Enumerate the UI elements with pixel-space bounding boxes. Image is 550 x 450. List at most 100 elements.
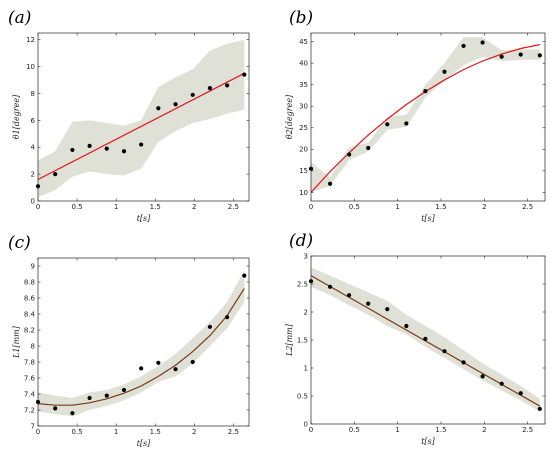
data-point bbox=[518, 391, 523, 396]
data-point bbox=[139, 366, 144, 371]
x-axis-label: t[s] bbox=[421, 214, 435, 223]
data-point bbox=[173, 102, 178, 107]
data-point bbox=[225, 315, 230, 320]
data-point bbox=[327, 284, 333, 289]
data-point bbox=[537, 406, 542, 411]
y-axis-label: L2[mm] bbox=[285, 323, 294, 357]
data-point bbox=[499, 381, 504, 386]
data-point bbox=[139, 142, 144, 147]
y-tick-label: 2.5 bbox=[297, 280, 308, 288]
y-tick-label: 10 bbox=[299, 189, 308, 197]
data-point bbox=[327, 181, 333, 186]
data-point bbox=[53, 172, 58, 177]
data-point bbox=[242, 72, 247, 77]
data-point bbox=[173, 367, 178, 372]
y-tick-label: 0.5 bbox=[297, 392, 308, 400]
y-tick-label: 8.4 bbox=[24, 310, 36, 318]
data-point bbox=[104, 146, 109, 151]
data-point bbox=[207, 324, 213, 329]
data-point bbox=[347, 293, 352, 298]
data-point bbox=[121, 149, 127, 154]
data-point bbox=[480, 374, 485, 379]
x-tick-label: 0 bbox=[309, 426, 313, 434]
y-tick-label: 8 bbox=[31, 342, 35, 350]
x-tick-label: 0 bbox=[309, 203, 313, 211]
data-point bbox=[87, 395, 92, 401]
y-tick-label: 7.8 bbox=[24, 358, 35, 366]
x-tick-label: 2.5 bbox=[522, 203, 533, 211]
data-point bbox=[190, 92, 195, 97]
data-point bbox=[366, 301, 371, 306]
x-tick-label: 2.5 bbox=[228, 428, 239, 436]
x-tick-label: 2 bbox=[192, 428, 196, 436]
data-point bbox=[104, 393, 109, 398]
x-tick-label: 0.5 bbox=[72, 428, 83, 436]
data-point bbox=[385, 307, 390, 312]
y-tick-label: 7.6 bbox=[24, 374, 36, 382]
y-tick-label: 9 bbox=[31, 262, 35, 270]
x-tick-label: 1.5 bbox=[150, 203, 161, 211]
y-tick-label: 25 bbox=[299, 124, 308, 132]
panel-label: (c) bbox=[8, 233, 31, 253]
data-point bbox=[537, 53, 542, 58]
y-tick-label: 6 bbox=[31, 117, 36, 125]
x-tick-label: 1.5 bbox=[150, 428, 161, 436]
panel-c: (c) 0 0.5 1 1.5 2 2.5 7 7.2 7.4 7.6 7.8 8 8.2 8.4 8.6 8.… bbox=[8, 233, 250, 448]
x-tick-label: 0.5 bbox=[349, 203, 360, 211]
data-point bbox=[442, 69, 447, 74]
axes-frame bbox=[37, 257, 250, 427]
data-point bbox=[53, 406, 58, 411]
y-tick-label: 20 bbox=[299, 146, 308, 154]
y-tick-label: 4 bbox=[31, 144, 36, 152]
x-tick-label: 2 bbox=[482, 203, 486, 211]
data-point bbox=[442, 349, 447, 354]
panel-label: (d) bbox=[289, 231, 313, 251]
data-point bbox=[225, 83, 230, 88]
axes-frame bbox=[37, 32, 250, 202]
y-tick-label: 8.2 bbox=[24, 326, 35, 334]
y-axis-label: θ2[degree] bbox=[285, 94, 294, 139]
y-axis-label: θ1[degree] bbox=[12, 94, 21, 139]
data-point bbox=[87, 143, 92, 148]
y-tick-label: 40 bbox=[299, 60, 308, 68]
x-tick-label: 1.5 bbox=[435, 203, 446, 211]
data-point bbox=[499, 54, 504, 59]
data-point bbox=[404, 121, 409, 126]
x-tick-label: 2.5 bbox=[228, 203, 239, 211]
y-axis-label: L1[mm] bbox=[12, 325, 21, 359]
x-tick-label: 0.5 bbox=[72, 203, 83, 211]
x-axis-label: t[s] bbox=[137, 439, 151, 448]
y-tick-label: 1.5 bbox=[297, 336, 308, 344]
confidence-band bbox=[311, 37, 540, 193]
y-tick-label: 7 bbox=[31, 422, 35, 430]
panel-a: (a) 0 0.5 1 1.5 2 2.5 0 2 4 6 8 10 12 t[s] θ1[degree] bbox=[8, 8, 250, 223]
y-tick-label: 8.6 bbox=[24, 294, 36, 302]
confidence-band bbox=[38, 270, 245, 417]
x-tick-label: 1.5 bbox=[435, 426, 446, 434]
fit-line bbox=[37, 72, 245, 181]
data-point bbox=[156, 106, 161, 111]
y-tick-label: 8 bbox=[31, 90, 35, 98]
x-tick-label: 0 bbox=[36, 428, 40, 436]
data-point bbox=[366, 145, 371, 151]
x-tick-label: 1 bbox=[395, 203, 399, 211]
y-tick-label: 15 bbox=[299, 167, 308, 175]
y-tick-label: 7.2 bbox=[24, 406, 35, 414]
x-tick-label: 1 bbox=[395, 426, 399, 434]
data-point bbox=[423, 89, 428, 94]
y-tick-label: 45 bbox=[299, 38, 308, 46]
panel-label: (b) bbox=[289, 8, 313, 28]
panel-d: (d) 0 0.5 1 1.5 2 2.5 0 0.5 1 1.5 2 2.5 3 t[s] L2[mm] bbox=[285, 231, 546, 446]
x-tick-label: 2 bbox=[482, 426, 486, 434]
x-tick-label: 0.5 bbox=[349, 426, 360, 434]
panel-b: (b) 0 0.5 1 1.5 2 2.5 10 15 20 25 30 35 40 45 t[s] θ2[de… bbox=[285, 8, 546, 223]
y-tick-label: 1 bbox=[304, 364, 308, 372]
y-tick-label: 2 bbox=[31, 171, 35, 179]
data-point bbox=[70, 147, 75, 153]
y-tick-label: 7.4 bbox=[24, 390, 36, 398]
y-tick-label: 12 bbox=[26, 36, 35, 44]
y-tick-label: 10 bbox=[26, 63, 35, 71]
axes-frame bbox=[310, 32, 546, 202]
data-point bbox=[461, 360, 466, 365]
